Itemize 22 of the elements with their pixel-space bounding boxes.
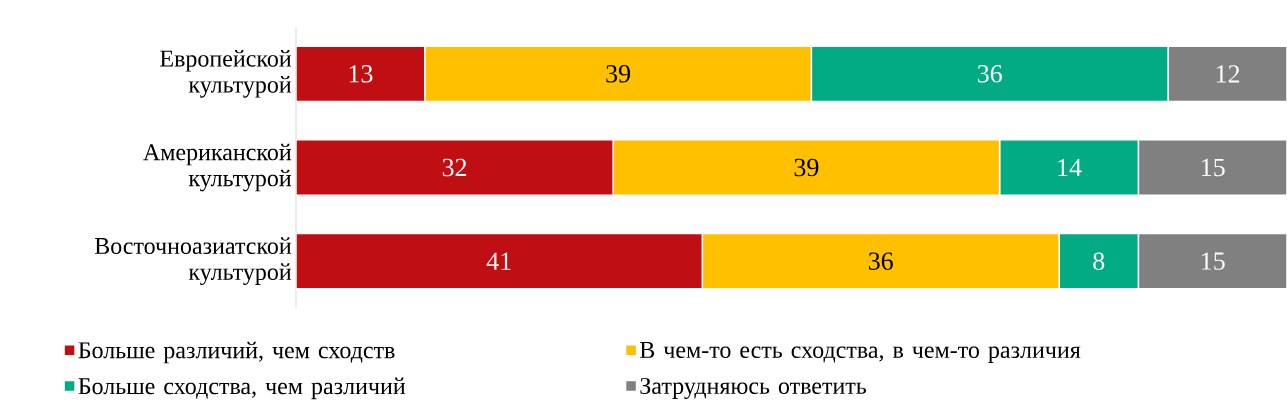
y-tick-label: Американской культурой <box>143 143 292 192</box>
legend-label: Больше сходства, чем различий <box>78 377 406 400</box>
data-label: 8 <box>1093 252 1105 270</box>
bar <box>296 232 704 290</box>
data-label: 39 <box>794 158 819 177</box>
bar <box>296 45 426 103</box>
data-label: 12 <box>1216 65 1240 83</box>
y-tick-label: Европейской культурой <box>160 50 292 98</box>
legend-label: Больше различий, чем сходств <box>78 341 395 364</box>
data-label: 13 <box>349 65 373 83</box>
data-label: 32 <box>442 158 467 177</box>
data-label: 15 <box>1201 158 1225 177</box>
data-label: 14 <box>1058 158 1082 177</box>
bar <box>296 139 614 196</box>
data-label: 15 <box>1201 252 1225 270</box>
data-label: 39 <box>606 65 631 83</box>
data-label: 41 <box>486 252 511 270</box>
data-label: 36 <box>868 252 893 270</box>
legend-label: В чем-то есть сходства, в чем-то различия <box>639 342 1081 363</box>
legend-label: Затрудняюсь ответить <box>640 377 867 399</box>
data-label: 36 <box>977 65 1002 83</box>
y-tick-label: Восточноазиатской культурой <box>94 237 292 285</box>
